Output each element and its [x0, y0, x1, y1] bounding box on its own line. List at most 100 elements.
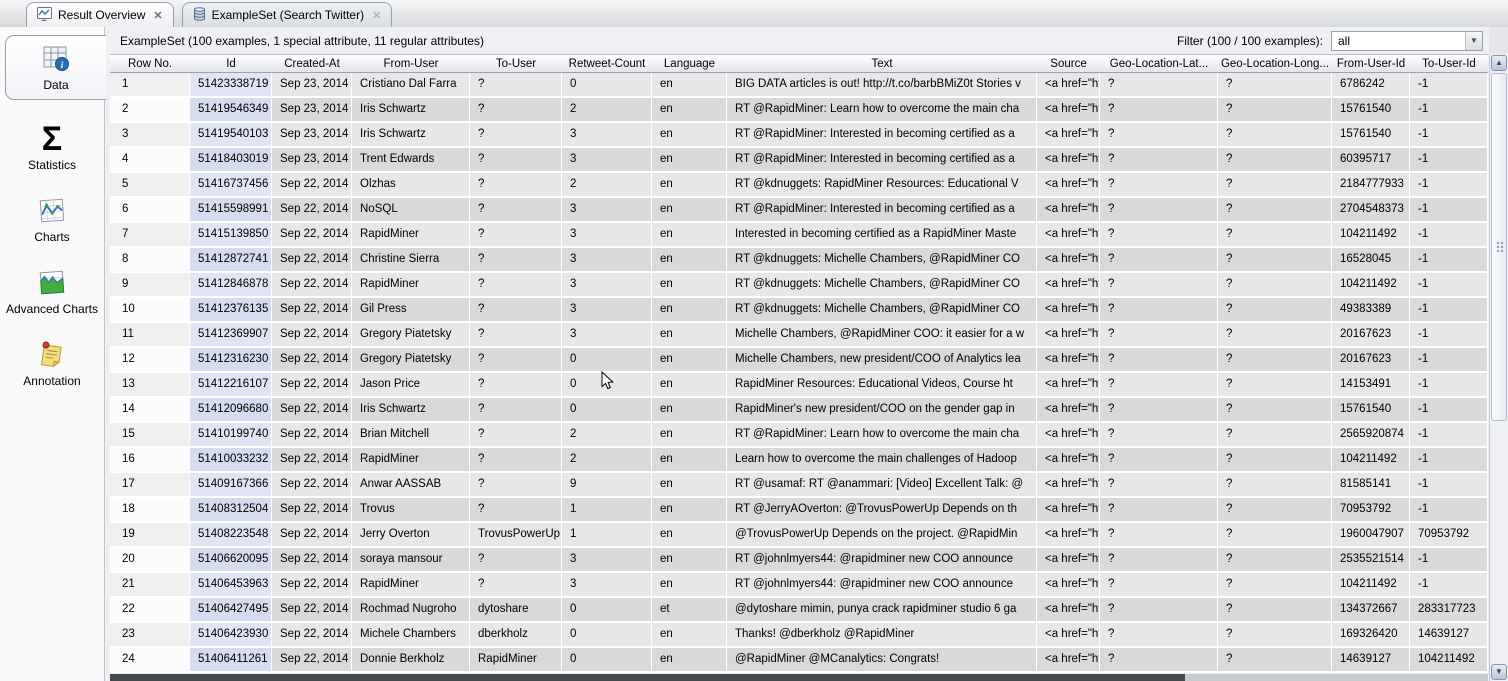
sidebar-item-advanced-charts[interactable]: Advanced Charts	[0, 268, 104, 316]
table-cell: ?	[1100, 373, 1218, 398]
close-icon[interactable]: ✕	[153, 9, 163, 22]
table-cell: 14639127	[1410, 623, 1488, 648]
tab-exampleset[interactable]: ExampleSet (Search Twitter) ✕	[181, 2, 393, 27]
horizontal-scrollbar-thumb[interactable]	[110, 674, 1185, 681]
table-row[interactable]: 19 51408223548 Sep 22, 2014 Jerry Overton Tr…	[110, 523, 1488, 548]
table-cell: ?	[1218, 448, 1332, 473]
column-header[interactable]: Retweet-Count	[568, 57, 646, 70]
filter-dropdown[interactable]: all ▼	[1331, 30, 1483, 51]
table-cell: -1	[1410, 548, 1488, 573]
column-header[interactable]: Source	[1050, 57, 1087, 70]
table-cell: dytoshare	[470, 598, 562, 623]
table-cell: 51412316230	[190, 348, 272, 373]
column-header[interactable]: Language	[663, 57, 716, 70]
table-cell: 51409167366	[190, 473, 272, 498]
table-row[interactable]: 20 51406620095 Sep 22, 2014 soraya mansour?…	[110, 548, 1488, 573]
table-cell: ?	[1218, 73, 1332, 98]
table-cell: 9	[110, 273, 190, 298]
table-cell: ?	[1100, 648, 1218, 673]
table-row[interactable]: 13 51412216107 Sep 22, 2014 Jason Price? 0 en…	[110, 373, 1488, 398]
column-header[interactable]: To-User-Id	[1422, 57, 1476, 70]
table-row[interactable]: 12 51412316230 Sep 22, 2014 Gregory Piatets…	[110, 348, 1488, 373]
scroll-up-button[interactable]: ▲	[1491, 55, 1507, 71]
horizontal-scrollbar[interactable]	[110, 674, 1488, 681]
table-cell: -1	[1410, 198, 1488, 223]
table-cell: ?	[470, 573, 562, 598]
column-header[interactable]: Created-At	[284, 57, 340, 70]
table-cell: 104211492	[1332, 223, 1410, 248]
table-cell: ?	[1100, 623, 1218, 648]
table-cell: en	[652, 123, 727, 148]
table-cell: 51410199740	[190, 423, 272, 448]
table-row[interactable]: 4 51418403019 Sep 23, 2014 Trent Edwards? 3 e…	[110, 148, 1488, 173]
sidebar-item-annotation[interactable]: Annotation	[0, 340, 104, 388]
table-cell: ?	[470, 173, 562, 198]
table-cell: 15761540	[1332, 98, 1410, 123]
column-header[interactable]: Text	[871, 57, 893, 70]
column-header[interactable]: Id	[226, 57, 236, 70]
table-cell: <a href="http:	[1037, 98, 1100, 123]
table-row[interactable]: 24 51406411261 Sep 22, 2014 Donnie Berkholz…	[110, 648, 1488, 673]
table-cell: ?	[1100, 148, 1218, 173]
table-cell: 2184777933	[1332, 173, 1410, 198]
table-row[interactable]: 8 51412872741 Sep 22, 2014 Christine Sierra…	[110, 248, 1488, 273]
table-cell: -1	[1410, 398, 1488, 423]
table-row[interactable]: 16 51410033232 Sep 22, 2014 RapidMiner? 2 en L…	[110, 448, 1488, 473]
table-row[interactable]: 14 51412096680 Sep 22, 2014 Iris Schwartz? 0…	[110, 398, 1488, 423]
table-row[interactable]: 22 51406427495 Sep 22, 2014 Rochmad Nugroho…	[110, 598, 1488, 623]
table-cell: -1	[1410, 148, 1488, 173]
table-cell: 0	[562, 623, 652, 648]
table-cell: 51408312504	[190, 498, 272, 523]
table-cell: 51416737456	[190, 173, 272, 198]
table-row[interactable]: 10 51412376135 Sep 22, 2014 Gil Press? 3 en RT…	[110, 298, 1488, 323]
table-cell: 51412216107	[190, 373, 272, 398]
table-cell: Thanks! @dberkholz @RapidMiner	[727, 623, 1037, 648]
table-cell: ?	[1100, 273, 1218, 298]
tab-bar: Result Overview ✕ ExampleSet (Search Twi…	[0, 0, 1508, 27]
table-row[interactable]: 23 51406423930 Sep 22, 2014 Michele Chamber…	[110, 623, 1488, 648]
table-row[interactable]: 18 51408312504 Sep 22, 2014 Trovus? 1 en RT @J…	[110, 498, 1488, 523]
column-header[interactable]: Row No.	[127, 57, 173, 70]
table-row[interactable]: 21 51406453963 Sep 22, 2014 RapidMiner? 3 en R…	[110, 573, 1488, 598]
table-row[interactable]: 11 51412369907 Sep 22, 2014 Gregory Piatets…	[110, 323, 1488, 348]
table-cell: Sep 22, 2014	[272, 623, 352, 648]
table-cell: -1	[1410, 73, 1488, 98]
table-row[interactable]: 9 51412846878 Sep 22, 2014 RapidMiner? 3 en RT…	[110, 273, 1488, 298]
table-cell: ?	[1218, 623, 1332, 648]
table-cell: RapidMiner	[352, 223, 470, 248]
table-row[interactable]: 2 51419546349 Sep 23, 2014 Iris Schwartz? 2 e…	[110, 98, 1488, 123]
column-header[interactable]: From-User-Id	[1336, 57, 1406, 70]
table-cell: -1	[1410, 473, 1488, 498]
table-cell: Donnie Berkholz	[352, 648, 470, 673]
column-header[interactable]: From-User	[383, 57, 439, 70]
sidebar-item-statistics[interactable]: Σ Statistics	[0, 122, 104, 172]
table-row[interactable]: 1 51423338719 Sep 23, 2014 Cristiano Dal Fa…	[110, 73, 1488, 98]
table-row[interactable]: 6 51415598991 Sep 22, 2014 NoSQL? 3 en RT @Rap…	[110, 198, 1488, 223]
table-row[interactable]: 3 51419540103 Sep 23, 2014 Iris Schwartz? 3 e…	[110, 123, 1488, 148]
table-cell: 3	[562, 123, 652, 148]
table-row[interactable]: 15 51410199740 Sep 22, 2014 Brian Mitchell?…	[110, 423, 1488, 448]
table-cell: RapidMiner	[352, 448, 470, 473]
table-cell: RapidMiner's new president/COO on the ge…	[727, 398, 1037, 423]
vertical-scrollbar[interactable]: ▲ ▼	[1489, 54, 1508, 681]
table-cell: 20	[110, 548, 190, 573]
table-cell: ?	[1100, 248, 1218, 273]
svg-text:i: i	[61, 60, 64, 70]
table-cell: RT @RapidMiner: Interested in becoming c…	[727, 148, 1037, 173]
table-cell: ?	[1218, 223, 1332, 248]
column-header[interactable]: Geo-Location-Lat...	[1109, 57, 1209, 70]
table-cell: 3	[562, 298, 652, 323]
scroll-down-button[interactable]: ▼	[1491, 664, 1507, 680]
sidebar-item-charts[interactable]: Charts	[0, 196, 104, 244]
table-row[interactable]: 7 51415139850 Sep 22, 2014 RapidMiner? 3 en In…	[110, 223, 1488, 248]
sidebar-item-data[interactable]: i Data	[5, 35, 106, 100]
table-row[interactable]: 5 51416737456 Sep 22, 2014 Olzhas? 2 en RT @kd…	[110, 173, 1488, 198]
table-cell: 3	[562, 548, 652, 573]
column-header[interactable]: To-User	[495, 57, 537, 70]
table-row[interactable]: 17 51409167366 Sep 22, 2014 Anwar AASSAB? 9 e…	[110, 473, 1488, 498]
scrollbar-thumb[interactable]	[1491, 73, 1507, 421]
tab-result-overview[interactable]: Result Overview ✕	[26, 2, 174, 27]
table-cell: Gregory Piatetsky	[352, 348, 470, 373]
column-header[interactable]: Geo-Location-Long...	[1220, 57, 1330, 70]
close-icon[interactable]: ✕	[372, 9, 382, 22]
